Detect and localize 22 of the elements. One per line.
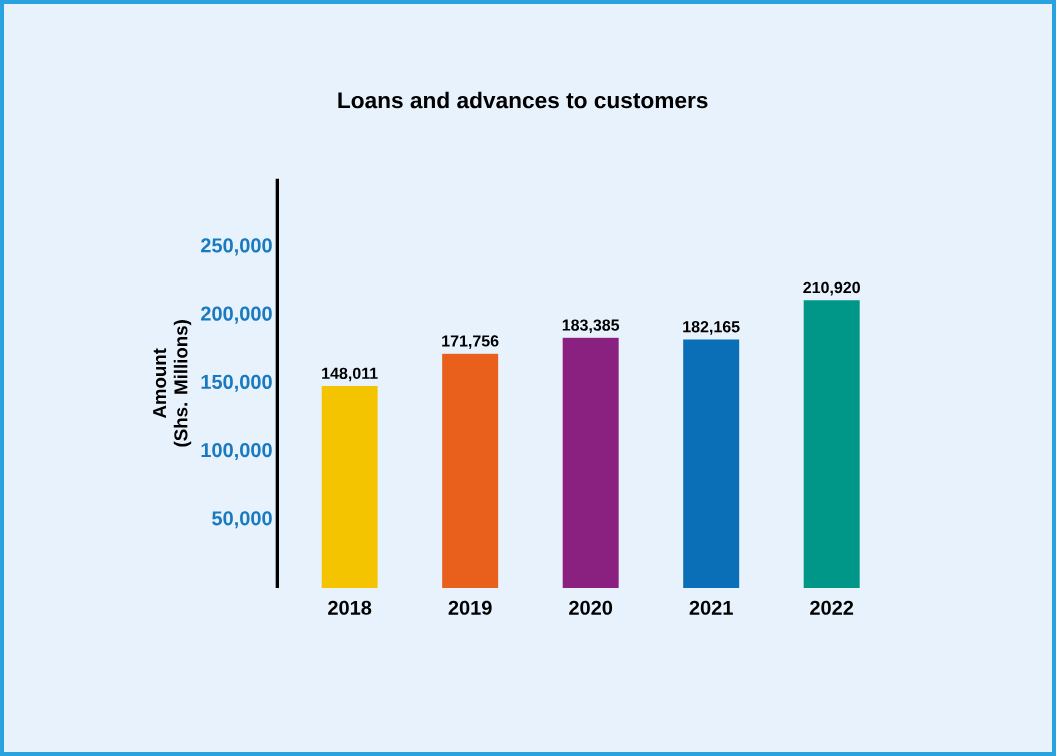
data-label: 171,756: [442, 335, 499, 349]
bar: [803, 300, 860, 588]
bar: [442, 353, 499, 588]
x-tick-label: 2018: [328, 600, 372, 615]
data-label: 210,920: [803, 281, 860, 296]
y-tick-label: 250,000: [201, 238, 272, 256]
bar: [321, 386, 378, 588]
x-tick-label: 2020: [569, 600, 613, 615]
bar: [683, 339, 740, 588]
y-tick-label: 200,000: [201, 306, 272, 324]
y-tick-label: 150,000: [201, 374, 272, 392]
x-tick-label: 2019: [448, 600, 492, 615]
chart-title: Loans and advances to customers: [338, 91, 708, 109]
data-label: 148,011: [322, 367, 378, 382]
y-axis-title: Amount (Shs. Millions): [153, 320, 192, 447]
bar: [562, 337, 619, 588]
data-label: 182,165: [683, 321, 740, 335]
data-label: 183,385: [562, 319, 620, 334]
y-tick-label: 100,000: [201, 443, 272, 461]
x-tick-label: 2022: [810, 600, 854, 615]
x-tick-label: 2021: [689, 600, 733, 615]
y-tick-label: 50,000: [212, 511, 272, 529]
